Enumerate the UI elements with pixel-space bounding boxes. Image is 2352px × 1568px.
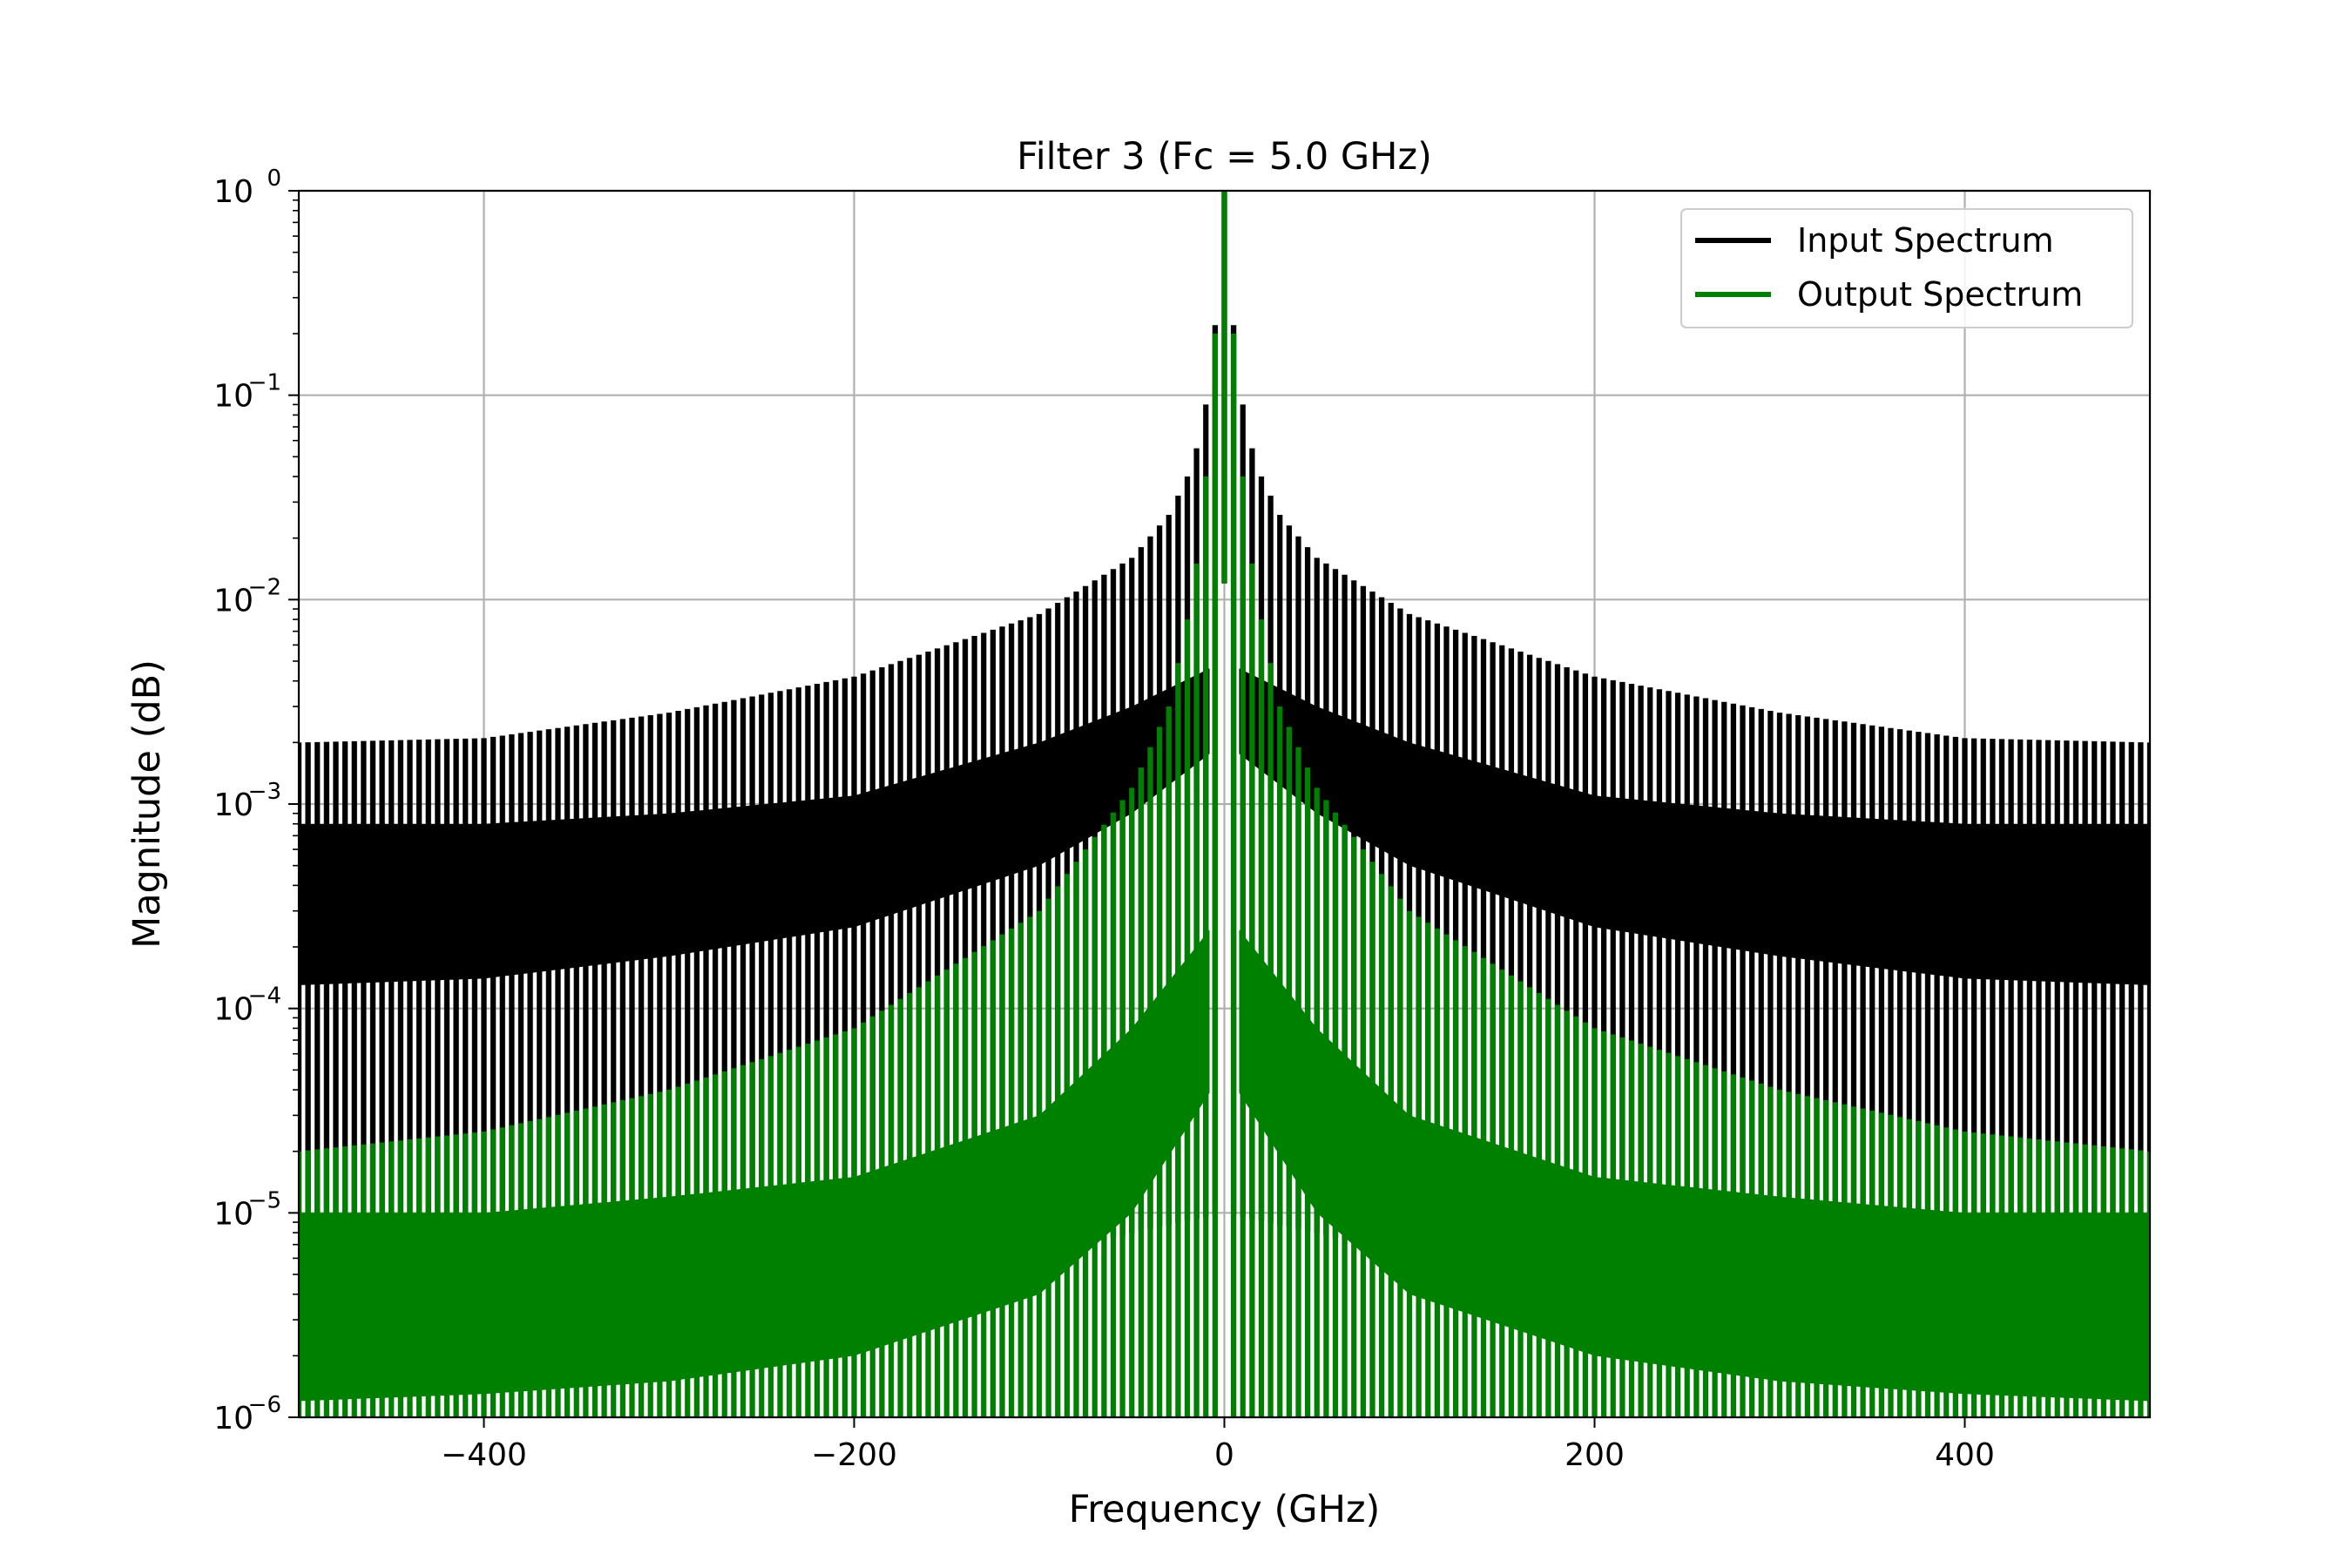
y-tick-label: 10 <box>213 379 253 415</box>
y-tick-exponent: −6 <box>248 1392 281 1418</box>
series-layer <box>299 191 2150 1417</box>
x-tick-label: 200 <box>1565 1437 1625 1473</box>
series-output <box>299 191 2150 1417</box>
legend: Input Spectrum Output Spectrum <box>1680 208 2133 328</box>
y-tick-exponent: −2 <box>248 574 281 600</box>
y-tick-label: 10 <box>213 583 253 618</box>
legend-box <box>1680 208 2133 328</box>
y-tick-label: 10 <box>213 1401 253 1436</box>
legend-label-input: Input Spectrum <box>1797 221 2054 260</box>
y-tick-exponent: −3 <box>248 779 281 805</box>
x-axis-label: Frequency (GHz) <box>1069 1488 1381 1531</box>
x-tick-label: 0 <box>1214 1437 1234 1473</box>
x-tick-label: −200 <box>811 1437 897 1473</box>
y-tick-label: 10 <box>213 992 253 1028</box>
plot-area <box>299 191 2150 1417</box>
series-harmonics <box>299 191 2150 1417</box>
y-tick-label: 10 <box>213 174 253 210</box>
y-tick-exponent: 0 <box>267 166 281 192</box>
y-tick-label: 10 <box>213 1196 253 1232</box>
legend-label-output: Output Spectrum <box>1797 275 2083 314</box>
x-tick-label: 400 <box>1935 1437 1995 1473</box>
y-tick-exponent: −5 <box>248 1187 281 1213</box>
y-tick-exponent: −1 <box>248 370 281 396</box>
chart-title: Filter 3 (Fc = 5.0 GHz) <box>1017 135 1432 179</box>
y-tick-exponent: −4 <box>248 983 281 1010</box>
y-tick-label: 10 <box>213 787 253 823</box>
x-tick-label: −400 <box>441 1437 527 1473</box>
y-axis-label: Magnitude (dB) <box>125 659 169 949</box>
